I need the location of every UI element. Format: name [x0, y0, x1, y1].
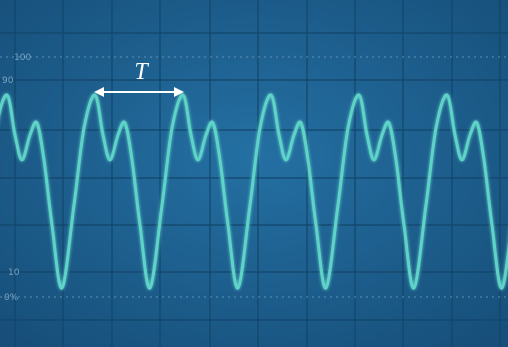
graticule-label: 90 — [2, 76, 14, 86]
graticule-label: 0% — [4, 293, 19, 303]
oscilloscope-screen: 100 90 10 0% T — [0, 0, 508, 347]
graticule-label: 10 — [8, 268, 20, 278]
period-label: T — [134, 59, 149, 85]
graticule-label: 100 — [14, 53, 31, 63]
